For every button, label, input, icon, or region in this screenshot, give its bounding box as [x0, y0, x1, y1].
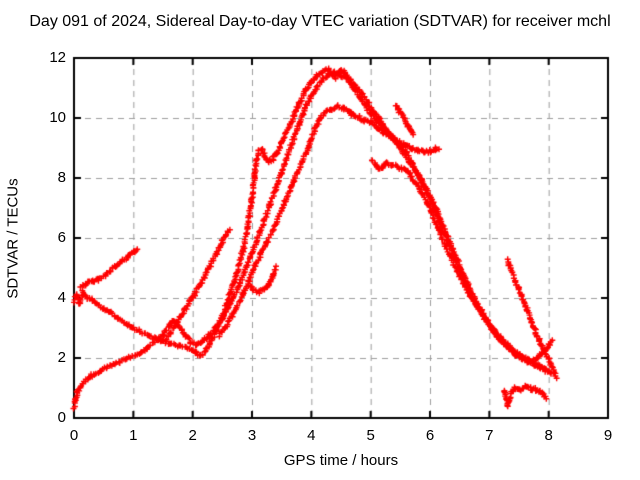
x-tick-label: 7 — [485, 427, 494, 444]
x-tick-label: 9 — [603, 427, 613, 444]
x-tick-label: 0 — [69, 427, 79, 444]
x-tick-label: 5 — [366, 427, 375, 444]
y-tick-label: 6 — [57, 229, 66, 246]
y-tick-label: 0 — [57, 409, 66, 426]
x-tick-label: 6 — [425, 427, 435, 444]
x-tick-label: 3 — [247, 427, 257, 444]
y-tick-label: 8 — [57, 169, 66, 186]
y-tick-label: 4 — [57, 289, 66, 306]
y-tick-label: 2 — [57, 349, 66, 366]
y-tick-label: 10 — [49, 109, 66, 126]
x-tick-label: 2 — [188, 427, 197, 444]
chart-title: Day 091 of 2024, Sidereal Day-to-day VTE… — [29, 13, 611, 30]
x-tick-label: 4 — [307, 427, 316, 444]
x-tick-label: 8 — [544, 427, 553, 444]
y-tick-label: 12 — [49, 49, 66, 66]
x-tick-label: 1 — [129, 427, 138, 444]
x-axis-label: GPS time / hours — [283, 452, 399, 469]
